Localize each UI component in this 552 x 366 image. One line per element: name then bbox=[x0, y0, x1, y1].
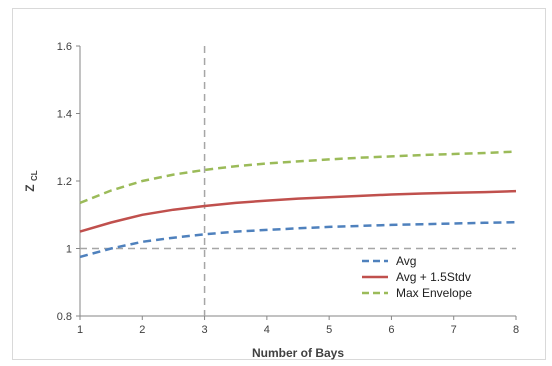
reference-lines bbox=[80, 46, 516, 316]
y-tick-label: 1.4 bbox=[57, 109, 72, 121]
series-line-2 bbox=[79, 150, 517, 205]
y-tick-label: 0.8 bbox=[57, 311, 72, 323]
x-tick-label: 3 bbox=[202, 324, 208, 336]
y-axis-title-main: Z bbox=[23, 184, 37, 191]
x-tick-label: 7 bbox=[451, 324, 457, 336]
x-tick-label: 2 bbox=[139, 324, 145, 336]
legend-label-0: Avg bbox=[396, 254, 416, 268]
x-axis-title: Number of Bays bbox=[252, 346, 344, 360]
x-tick-label: 5 bbox=[326, 324, 332, 336]
x-tick-label: 8 bbox=[513, 324, 519, 336]
y-axis-title-subscript: CL bbox=[30, 170, 39, 181]
y-axis-title: Z CL bbox=[23, 170, 39, 191]
series-lines bbox=[79, 150, 517, 259]
legend-label-2: Max Envelope bbox=[396, 286, 472, 300]
x-tick-label: 6 bbox=[388, 324, 394, 336]
legend-label-1: Avg + 1.5Stdv bbox=[396, 270, 471, 284]
chart-frame bbox=[12, 8, 546, 360]
x-tick-label: 4 bbox=[264, 324, 270, 336]
x-tick-label: 1 bbox=[77, 324, 83, 336]
tick-labels: 1 2 3 4 5 6 7 8 0.8 1 1.2 1.4 1.6 bbox=[57, 41, 519, 336]
series-line-1 bbox=[79, 189, 517, 233]
y-tick-label: 1.2 bbox=[57, 176, 72, 188]
series-line-0 bbox=[79, 220, 517, 259]
y-tick-label: 1.6 bbox=[57, 41, 72, 53]
legend: Avg Avg + 1.5Stdv Max Envelope bbox=[362, 254, 472, 300]
y-tick-label: 1 bbox=[66, 244, 72, 256]
